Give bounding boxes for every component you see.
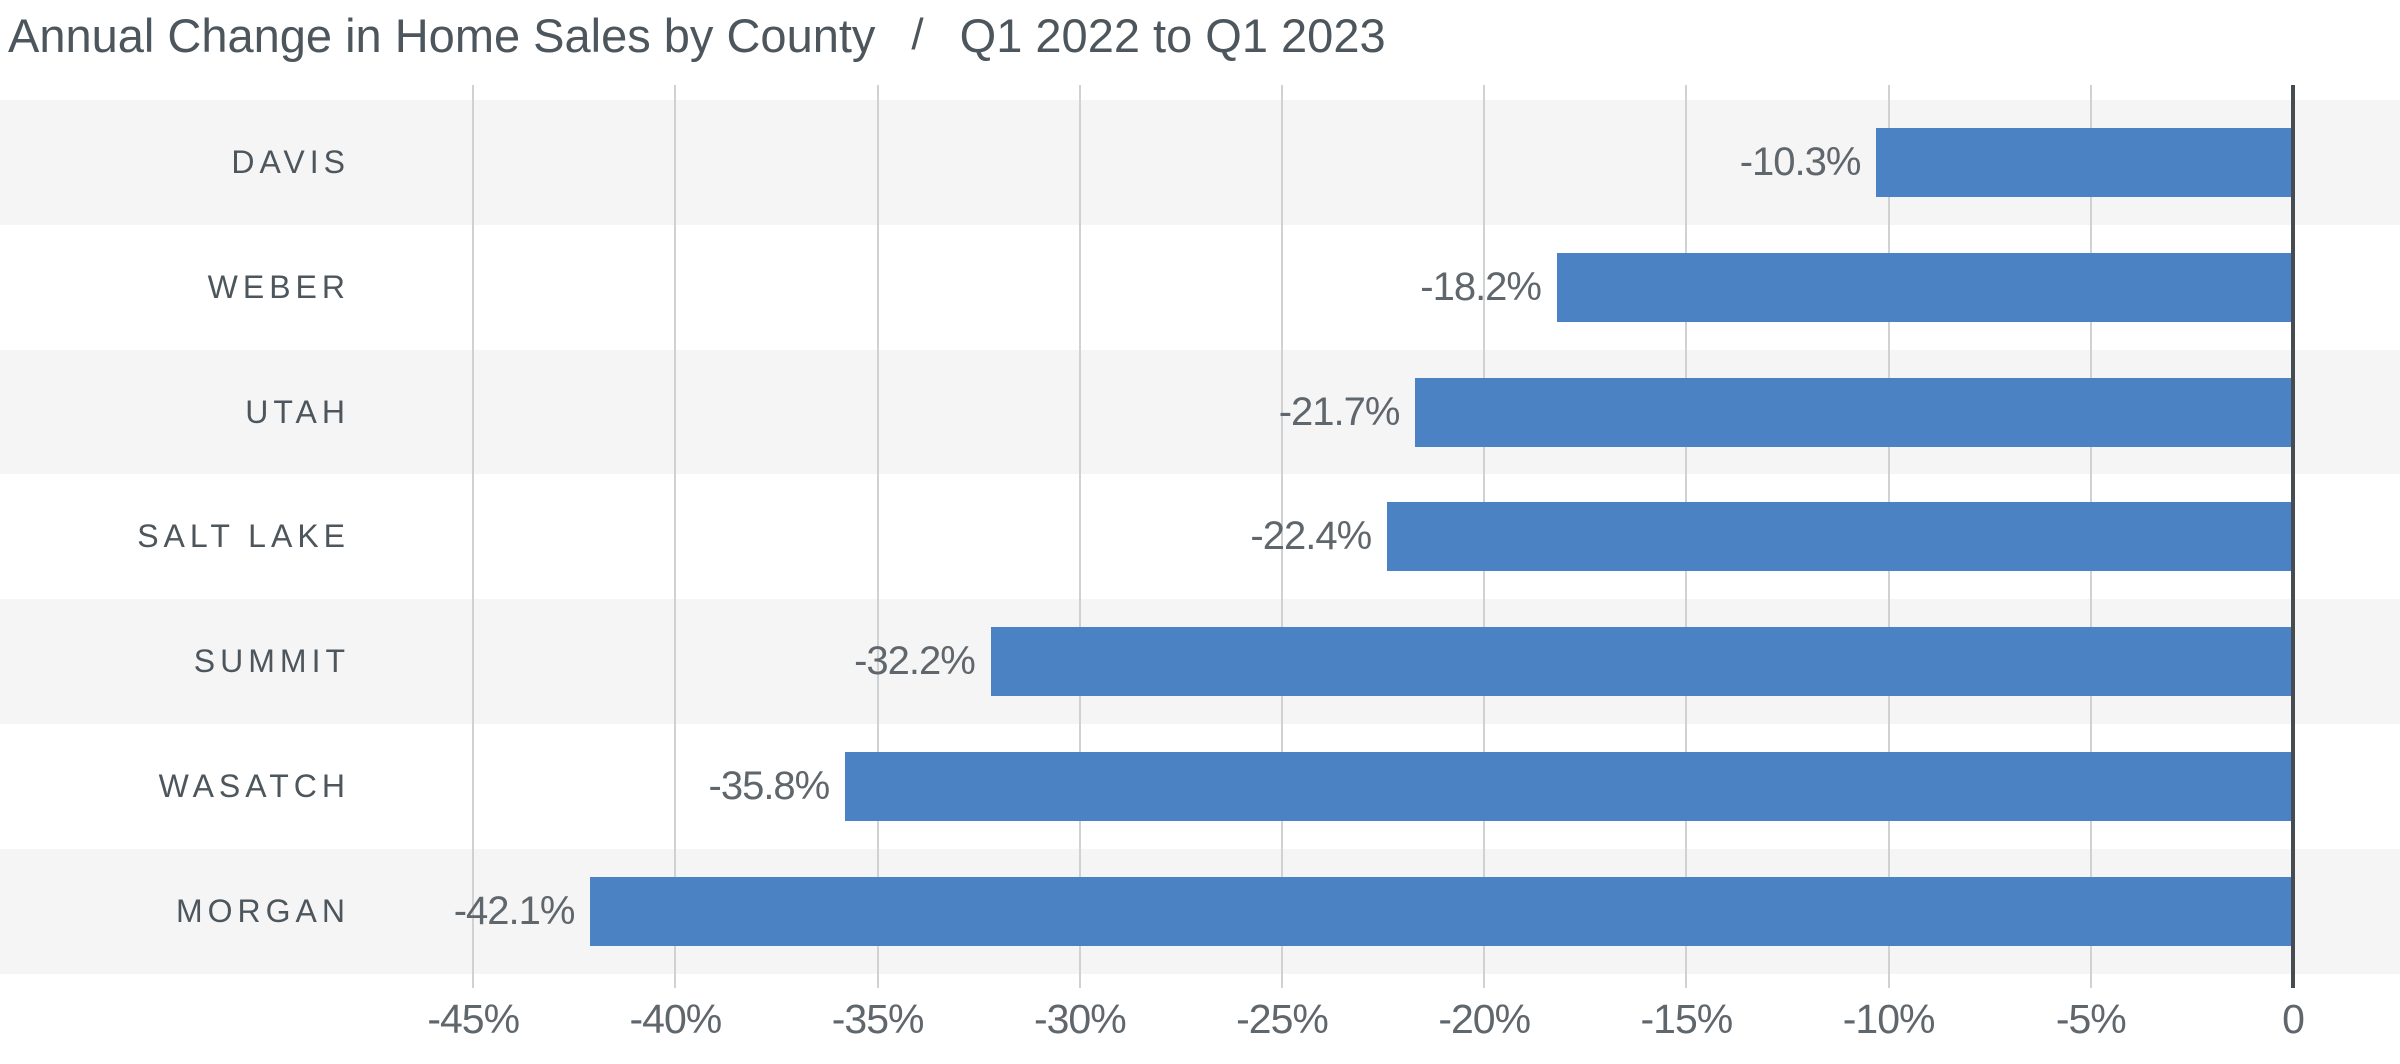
bar bbox=[1876, 127, 2293, 197]
value-label: -32.2% bbox=[854, 639, 976, 684]
bar bbox=[990, 627, 2293, 697]
gridline bbox=[472, 85, 475, 988]
x-tick-label: -5% bbox=[2055, 996, 2127, 1042]
x-tick-label: -35% bbox=[831, 996, 925, 1042]
x-axis-zero-line bbox=[2291, 85, 2295, 988]
category-label: DAVIS bbox=[231, 144, 350, 180]
x-tick-label: -15% bbox=[1640, 996, 1734, 1042]
value-label: -18.2% bbox=[1420, 264, 1542, 309]
chart-title: Annual Change in Home Sales by County bbox=[8, 8, 876, 62]
value-label: -35.8% bbox=[708, 764, 831, 808]
value-label: -22.4% bbox=[1250, 514, 1372, 559]
bar bbox=[845, 751, 2293, 821]
gridline bbox=[876, 85, 879, 988]
chart-header: Annual Change in Home Sales by County / … bbox=[8, 6, 1386, 64]
bar bbox=[1387, 502, 2293, 572]
value-label: -21.7% bbox=[1278, 389, 1401, 434]
x-tick-label: 0 bbox=[2282, 996, 2305, 1042]
value-label: -10.3% bbox=[1739, 140, 1862, 184]
chart-subtitle: Q1 2022 to Q1 2023 bbox=[959, 8, 1386, 62]
x-tick-label: -10% bbox=[1842, 996, 1936, 1042]
x-tick-label: -30% bbox=[1033, 996, 1127, 1042]
gridline bbox=[1078, 85, 1081, 988]
category-label: MORGAN bbox=[176, 892, 350, 929]
x-tick-label: -25% bbox=[1236, 996, 1329, 1042]
x-tick-label: -45% bbox=[427, 996, 520, 1042]
value-label: -42.1% bbox=[453, 888, 576, 933]
category-label: UTAH bbox=[245, 393, 350, 430]
category-label: WEBER bbox=[207, 268, 350, 305]
category-label: SALT LAKE bbox=[137, 518, 350, 555]
title-separator: / bbox=[911, 10, 924, 59]
gridline bbox=[674, 85, 677, 988]
category-label: SUMMIT bbox=[193, 643, 350, 680]
x-tick-label: -20% bbox=[1438, 996, 1531, 1042]
gridline bbox=[1281, 85, 1283, 988]
category-label: WASATCH bbox=[158, 768, 350, 804]
bar bbox=[590, 876, 2293, 946]
bar bbox=[1415, 377, 2293, 447]
x-tick-label: -40% bbox=[629, 996, 723, 1042]
bar bbox=[1557, 252, 2293, 322]
